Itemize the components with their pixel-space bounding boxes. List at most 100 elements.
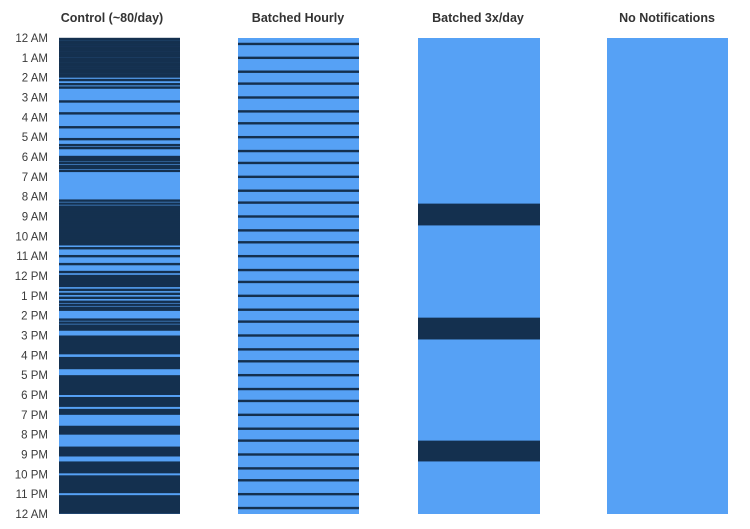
- notification-line: [59, 225, 180, 228]
- notification-line: [59, 112, 180, 115]
- notification-line: [238, 254, 359, 258]
- notification-block: [59, 446, 180, 457]
- hour-tick-label: 10 PM: [15, 469, 48, 481]
- notification-line: [59, 158, 180, 162]
- notification-line: [59, 326, 180, 329]
- notification-line: [59, 68, 180, 72]
- notification-line: [238, 453, 359, 456]
- notification-line: [238, 229, 359, 232]
- column-title: Control (~80/day): [61, 11, 163, 25]
- notification-line: [59, 296, 180, 300]
- notification-line: [59, 70, 180, 74]
- notification-line: [59, 57, 180, 61]
- timeline-column: [59, 37, 180, 514]
- column-background: [418, 38, 540, 514]
- notification-block: [59, 425, 180, 435]
- notification-line: [238, 387, 359, 391]
- notification-line: [59, 40, 180, 43]
- notification-line: [59, 164, 180, 168]
- notification-line: [238, 161, 359, 165]
- notification-line: [59, 166, 180, 170]
- notification-line: [238, 360, 359, 363]
- notification-line: [238, 149, 359, 153]
- notification-block: [59, 396, 180, 407]
- notification-line: [238, 70, 359, 73]
- notification-line: [59, 274, 180, 278]
- notification-line: [238, 413, 359, 417]
- hour-tick-label: 7 AM: [22, 172, 48, 184]
- notification-block: [59, 461, 180, 474]
- notification-line: [238, 399, 359, 403]
- notification-line: [238, 373, 359, 377]
- hour-tick-label: 8 PM: [21, 430, 48, 442]
- notification-line: [59, 324, 180, 327]
- notification-line: [59, 239, 180, 242]
- notification-line: [59, 146, 180, 150]
- notification-line: [59, 100, 180, 103]
- notification-line: [238, 294, 359, 298]
- notification-block: [59, 335, 180, 355]
- notification-line: [59, 78, 180, 82]
- notification-line: [59, 303, 180, 306]
- notification-line: [59, 237, 180, 240]
- hour-tick-label: 3 AM: [22, 93, 48, 105]
- hour-tick-label: 5 PM: [21, 370, 48, 382]
- notification-block: [59, 475, 180, 494]
- notification-line: [238, 56, 359, 60]
- notification-line: [59, 42, 180, 45]
- hour-tick-label: 11 AM: [16, 251, 48, 263]
- notification-line: [59, 219, 180, 222]
- hour-tick-label: 1 PM: [21, 291, 48, 303]
- hour-tick-label: 12 AM: [15, 509, 48, 521]
- notification-line: [59, 126, 180, 129]
- timeline-column: [607, 38, 728, 514]
- notification-line: [59, 509, 180, 513]
- hour-tick-label: 3 PM: [21, 331, 48, 343]
- notification-line: [59, 83, 180, 86]
- notification-block: [59, 408, 180, 415]
- notification-line: [238, 135, 359, 139]
- notification-line: [238, 334, 359, 337]
- notification-line: [238, 268, 359, 272]
- notification-line: [238, 479, 359, 482]
- hour-tick-label: 10 AM: [15, 231, 48, 243]
- column-background: [607, 38, 728, 514]
- hour-tick-label: 6 PM: [21, 390, 48, 402]
- notification-line: [59, 278, 180, 282]
- hour-tick-label: 9 AM: [22, 212, 48, 224]
- notification-line: [59, 155, 180, 159]
- notification-line: [59, 217, 180, 220]
- notification-line: [59, 231, 180, 234]
- hour-tick-label: 7 PM: [21, 410, 48, 422]
- hour-tick-label: 5 AM: [22, 132, 48, 144]
- hour-tick-label: 4 AM: [22, 112, 48, 124]
- notification-line: [238, 201, 359, 204]
- notification-line: [238, 42, 359, 46]
- notification-line: [59, 254, 180, 258]
- hour-tick-label: 8 AM: [22, 192, 48, 204]
- notification-line: [238, 96, 359, 99]
- notification-line: [59, 292, 180, 296]
- notification-line: [59, 53, 180, 56]
- hour-tick-label: 6 AM: [22, 152, 48, 164]
- notification-line: [238, 308, 359, 311]
- notification-line: [59, 205, 180, 208]
- notification-line: [59, 300, 180, 303]
- notification-line: [238, 241, 359, 244]
- notification-line: [59, 75, 180, 78]
- notification-line: [238, 82, 359, 85]
- notification-line: [59, 282, 180, 286]
- hour-tick-label: 11 PM: [16, 489, 48, 501]
- notification-line: [59, 199, 180, 202]
- notification-line: [59, 73, 180, 76]
- notification-line: [238, 492, 359, 496]
- notification-line: [59, 137, 180, 141]
- notification-line: [59, 511, 180, 514]
- hour-tick-label: 2 AM: [22, 73, 48, 85]
- notification-line: [59, 227, 180, 230]
- notification-line: [59, 308, 180, 311]
- notification-line: [59, 235, 180, 238]
- hour-tick-label: 2 PM: [21, 311, 48, 323]
- notification-line: [59, 66, 180, 69]
- notification-line: [59, 318, 180, 321]
